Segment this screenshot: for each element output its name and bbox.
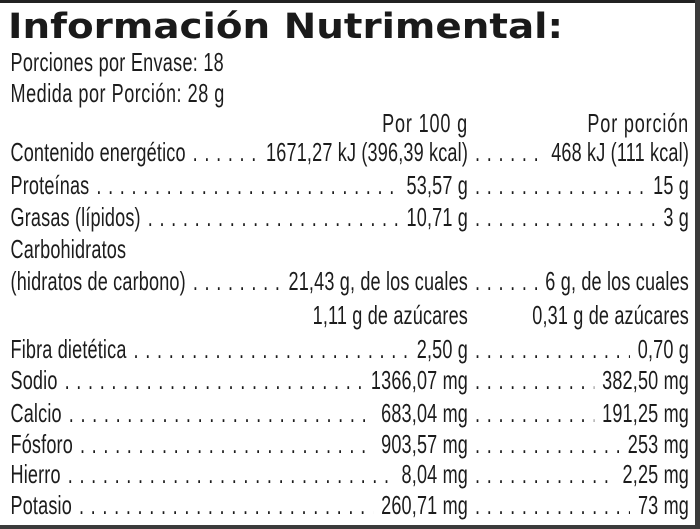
- dot-leader-per-100g: . . . . . . . . . . . . . . . . . . . . …: [68, 399, 374, 428]
- per-portion-value: 2,25 mg: [622, 461, 690, 490]
- nutrient-name: Hierro: [10, 461, 61, 490]
- dot-leader-per-100g: . . . . . . . . . . . . . . . . . . . . …: [147, 204, 399, 233]
- nutrient-row: 1,11 g de azúcares 0,31 g de azúcares: [11, 302, 690, 331]
- dot-leader-per-100g: . . . . . . . . . . . . . . . . . . . . …: [67, 461, 394, 490]
- per-portion-value: 6 g, de los cuales: [545, 268, 690, 297]
- nutrient-name: Contenido energético: [10, 139, 186, 168]
- dot-leader-per-portion: . . . . . . . . . . . . . . . . . . . . …: [475, 430, 620, 459]
- dot-leader-per-portion: . . . . . . . . . . . . . . . . . . . . …: [475, 399, 594, 428]
- label-title: Información Nutrimental:: [8, 7, 564, 48]
- per-portion-value: 191,25 mg: [602, 399, 690, 428]
- per-portion-value: 3 g: [663, 204, 690, 233]
- bottom-border-bar: [0, 525, 700, 529]
- column-header-row: Por 100 g Por porción: [11, 110, 690, 139]
- nutrient-name: Proteínas: [10, 171, 90, 200]
- per-100g-value: 10,71 g: [406, 204, 469, 233]
- per-portion-value: 0,70 g: [637, 335, 690, 364]
- per-100g-value: 8,04 mg: [401, 461, 469, 490]
- per-100g-value: 1671,27 kJ (396,39 kcal): [266, 139, 469, 168]
- per-100g-value: 1,11 g de azúcares: [312, 302, 469, 331]
- per-100g-value: 53,57 g: [406, 171, 469, 200]
- nutrient-row: (hidratos de carbono) . . . . . . . . . …: [11, 268, 690, 297]
- column-header-per-portion: Por porción: [587, 110, 690, 138]
- nutrient-row: Grasas (lípidos) . . . . . . . . . . . .…: [11, 204, 690, 233]
- dot-leader-per-portion: . . . . . . . . . . . . . . . . . . . . …: [475, 204, 656, 233]
- nutrient-row: Carbohidratos: [11, 236, 690, 265]
- nutrient-name: Carbohidratos: [10, 235, 127, 264]
- dot-leader-per-100g: . . . . . . . . . . . . . . . . . . . . …: [64, 366, 364, 395]
- nutrient-name: Fósforo: [10, 430, 73, 459]
- per-portion-value: 0,31 g de azúcares: [532, 302, 690, 331]
- per-portion-value: 468 kJ (111 kcal): [551, 139, 690, 168]
- per-100g-value: 2,50 g: [416, 335, 469, 364]
- nutrient-row: Potasio . . . . . . . . . . . . . . . . …: [11, 492, 690, 521]
- nutrient-name: Grasas (lípidos): [10, 204, 141, 233]
- dot-leader-per-portion: . . . . . . . . . . . . . . . . . . . . …: [475, 491, 630, 520]
- dot-leader-per-100g: . . . . . . . . . . . . . . . . . . . . …: [192, 268, 281, 297]
- dot-leader-per-portion: . . . . . . . . . . . . . . . . . . . . …: [475, 139, 543, 168]
- per-100g-value: 683,04 mg: [381, 399, 469, 428]
- per-100g-value: 21,43 g, de los cuales: [288, 268, 469, 297]
- per-100g-value: 903,57 mg: [381, 430, 469, 459]
- dot-leader-per-portion: . . . . . . . . . . . . . . . . . . . . …: [475, 461, 615, 490]
- column-header-per-100g: Por 100 g: [382, 110, 469, 138]
- per-portion-value: 382,50 mg: [602, 366, 690, 395]
- per-portion-value: 253 mg: [627, 430, 690, 459]
- per-100g-value: 1366,07 mg: [370, 366, 469, 395]
- nutrient-row: Calcio . . . . . . . . . . . . . . . . .…: [11, 400, 690, 429]
- dot-leader-per-portion: . . . . . . . . . . . . . . . . . . . . …: [475, 335, 630, 364]
- nutrient-name: Sodio: [10, 366, 58, 395]
- per-portion-value: 73 mg: [637, 491, 690, 520]
- dot-leader-per-portion: . . . . . . . . . . . . . . . . . . . . …: [475, 268, 538, 297]
- dot-leader-per-100g: . . . . . . . . . . . . . . . . . . . . …: [133, 335, 410, 364]
- dot-leader-per-100g: . . . . . . . . . . . . . . . . . . . . …: [192, 139, 259, 168]
- per-100g-value: 260,71 mg: [381, 491, 469, 520]
- dot-leader-per-100g: . . . . . . . . . . . . . . . . . . . . …: [96, 171, 398, 200]
- servings-per-package-line: Porciones por Envase: 18: [10, 49, 225, 77]
- right-border-bar: [695, 0, 700, 529]
- dot-leader-per-portion: . . . . . . . . . . . . . . . . . . . . …: [475, 171, 645, 200]
- nutrient-row: Proteínas . . . . . . . . . . . . . . . …: [11, 172, 690, 201]
- nutrient-name: Potasio: [10, 491, 72, 520]
- dot-leader-per-100g: . . . . . . . . . . . . . . . . . . . . …: [79, 430, 373, 459]
- nutrient-row: Sodio . . . . . . . . . . . . . . . . . …: [11, 367, 690, 396]
- dot-leader-per-100g: . . . . . . . . . . . . . . . . . . . . …: [78, 491, 373, 520]
- serving-size-line: Medida por Porción: 28 g: [10, 79, 225, 108]
- nutrient-name: (hidratos de carbono): [10, 268, 186, 297]
- nutrient-name: Fibra dietética: [10, 335, 127, 364]
- top-border-bar: [0, 0, 700, 3]
- nutrient-row: Contenido energético . . . . . . . . . .…: [11, 139, 690, 168]
- per-portion-value: 15 g: [653, 171, 690, 200]
- nutrient-row: Hierro . . . . . . . . . . . . . . . . .…: [11, 461, 690, 490]
- nutrient-row: Fibra dietética . . . . . . . . . . . . …: [11, 336, 690, 365]
- nutrient-row: Fósforo . . . . . . . . . . . . . . . . …: [11, 431, 690, 460]
- nutrient-name: Calcio: [10, 399, 62, 428]
- dot-leader-per-portion: . . . . . . . . . . . . . . . . . . . . …: [475, 366, 594, 395]
